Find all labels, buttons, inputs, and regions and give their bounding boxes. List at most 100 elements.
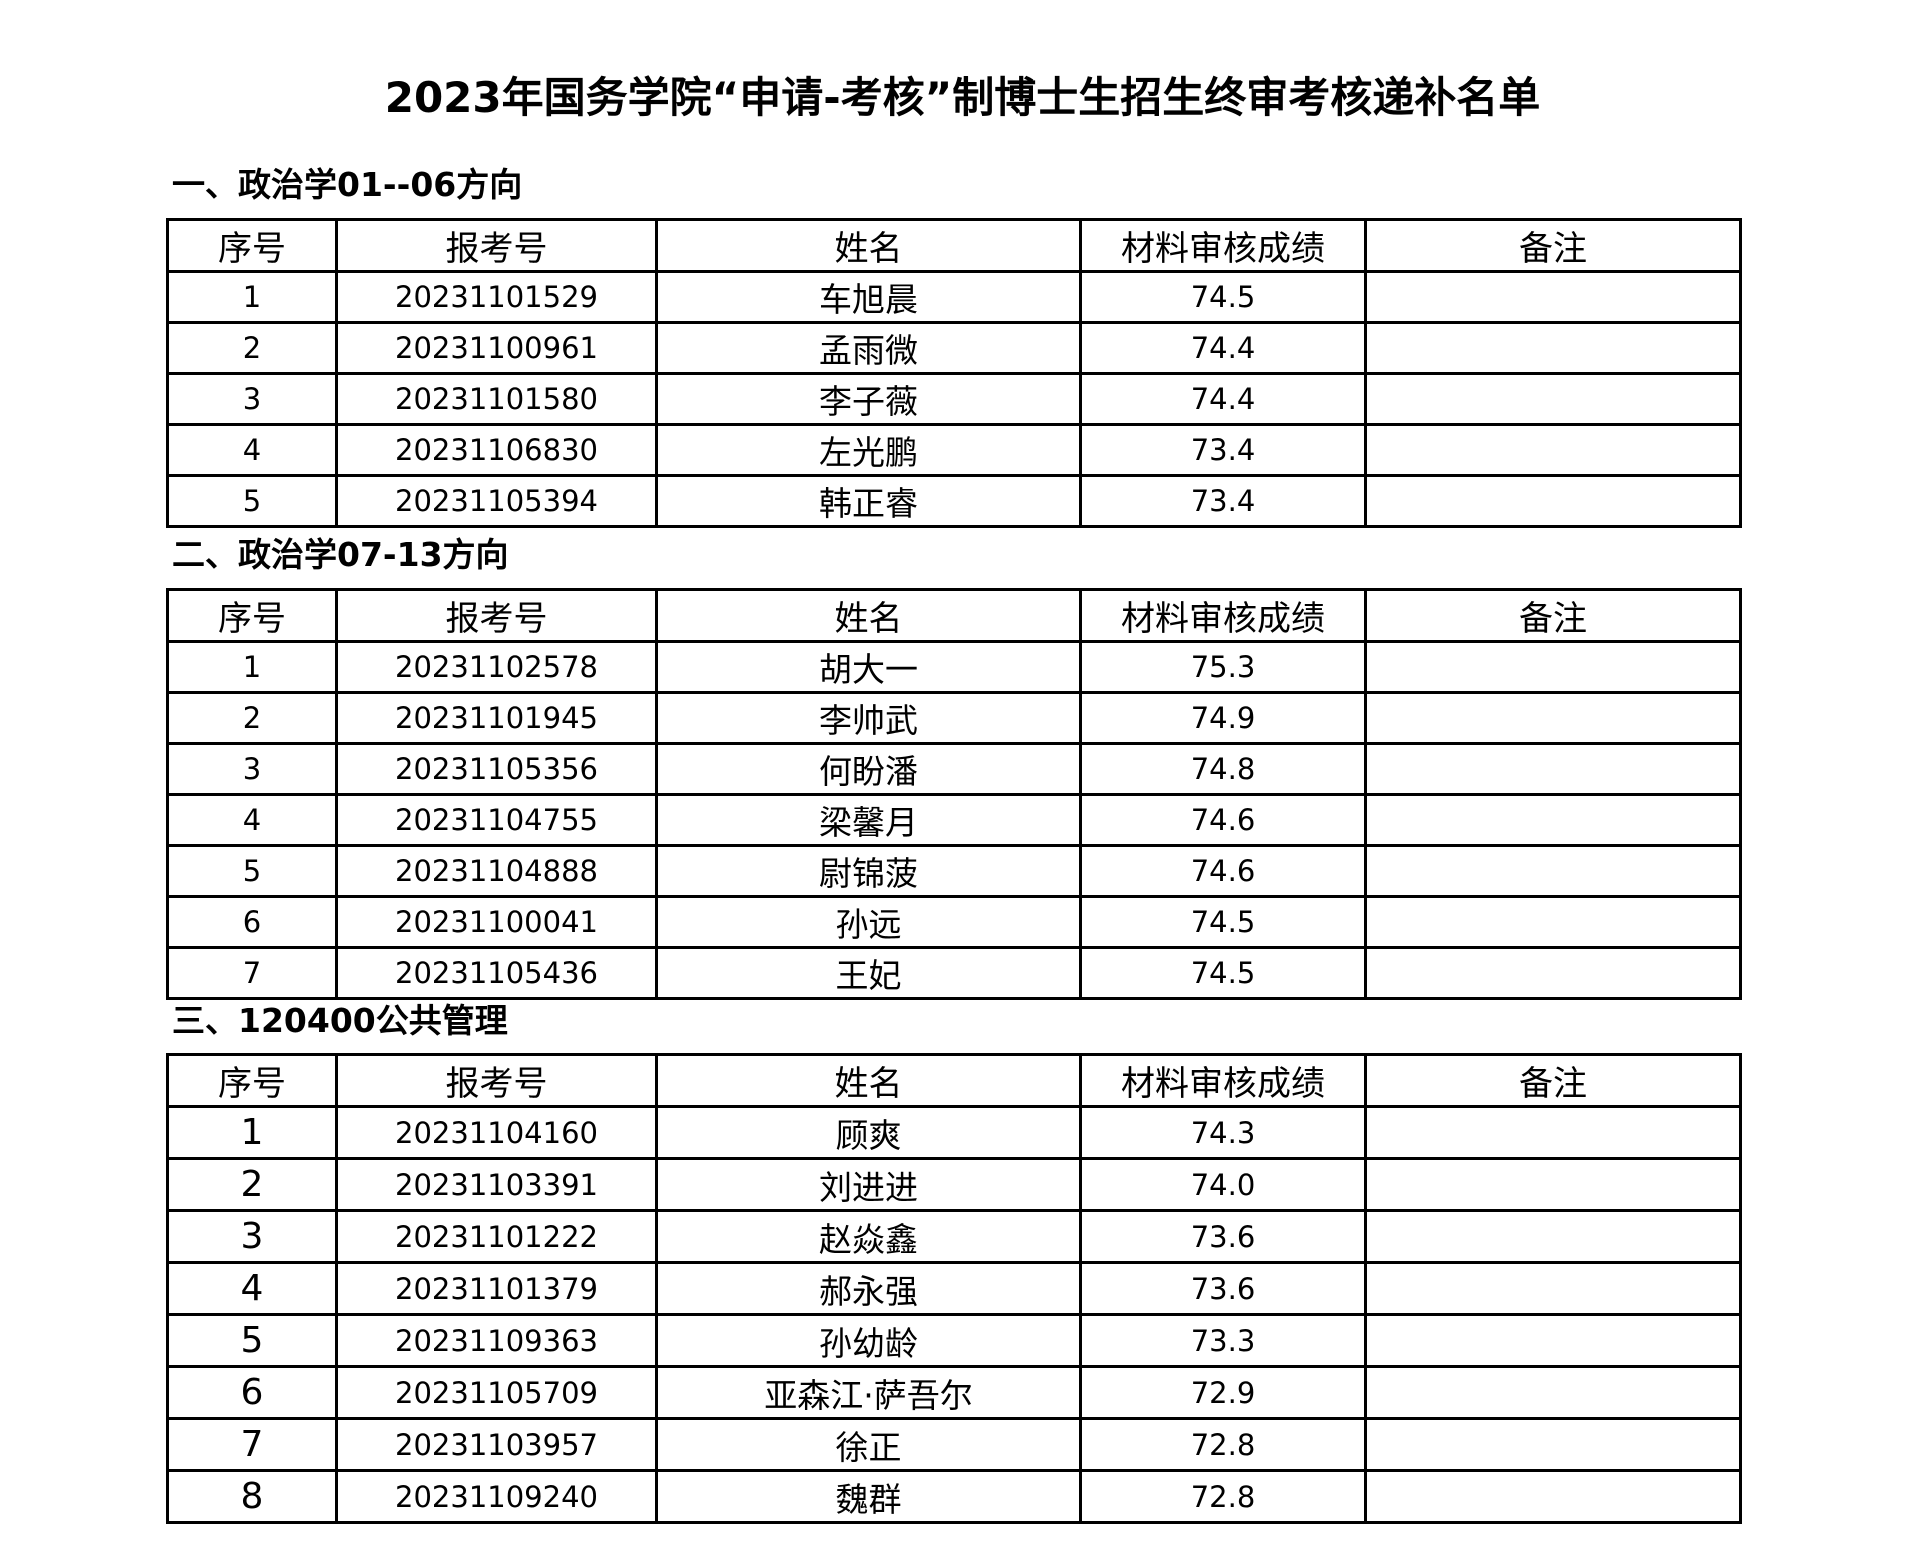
cell-exam-number: 20231101222 (335, 1209, 658, 1264)
table-row: 3 20231105356 何盼潘 74.8 (166, 742, 1742, 796)
cell-name: 孙幼龄 (655, 1313, 1082, 1368)
cell-seq: 1 (166, 640, 338, 694)
cell-remarks (1364, 742, 1742, 796)
cell-seq: 7 (166, 946, 338, 1000)
cell-remarks (1364, 1105, 1742, 1160)
cell-score: 74.6 (1079, 793, 1367, 847)
cell-seq: 1 (166, 270, 338, 324)
column-header-score: 材料审核成绩 (1079, 588, 1367, 643)
cell-remarks (1364, 946, 1742, 1000)
cell-score: 75.3 (1079, 640, 1367, 694)
cell-exam-number: 20231100961 (335, 321, 658, 375)
header-row: 序号 报考号 姓名 材料审核成绩 备注 (166, 218, 1742, 273)
cell-name: 李子薇 (655, 372, 1082, 426)
cell-seq: 1 (166, 1105, 338, 1160)
cell-seq: 8 (166, 1469, 338, 1524)
cell-name: 胡大一 (655, 640, 1082, 694)
cell-remarks (1364, 270, 1742, 324)
cell-name: 王妃 (655, 946, 1082, 1000)
cell-seq: 3 (166, 742, 338, 796)
table-row: 1 20231104160 顾爽 74.3 (166, 1105, 1742, 1160)
column-header-remarks: 备注 (1364, 218, 1742, 273)
column-header-remarks: 备注 (1364, 1053, 1742, 1108)
cell-remarks (1364, 423, 1742, 477)
cell-seq: 2 (166, 1157, 338, 1212)
cell-score: 73.4 (1079, 423, 1367, 477)
table-row: 4 20231104755 梁馨月 74.6 (166, 793, 1742, 847)
cell-remarks (1364, 793, 1742, 847)
cell-name: 梁馨月 (655, 793, 1082, 847)
cell-score: 72.8 (1079, 1417, 1367, 1472)
header-row: 序号 报考号 姓名 材料审核成绩 备注 (166, 588, 1742, 643)
cell-exam-number: 20231109240 (335, 1469, 658, 1524)
cell-exam-number: 20231104755 (335, 793, 658, 847)
cell-score: 74.5 (1079, 895, 1367, 949)
cell-remarks (1364, 1261, 1742, 1316)
cell-exam-number: 20231109363 (335, 1313, 658, 1368)
cell-score: 74.6 (1079, 844, 1367, 898)
cell-seq: 7 (166, 1417, 338, 1472)
table-row: 7 20231105436 王妃 74.5 (166, 946, 1742, 1000)
table-row: 3 20231101222 赵焱鑫 73.6 (166, 1209, 1742, 1264)
cell-name: 郝永强 (655, 1261, 1082, 1316)
table-row: 2 20231103391 刘进进 74.0 (166, 1157, 1742, 1212)
cell-score: 73.6 (1079, 1261, 1367, 1316)
cell-seq: 6 (166, 895, 338, 949)
cell-seq: 4 (166, 1261, 338, 1316)
cell-remarks (1364, 474, 1742, 528)
table-row: 4 20231101379 郝永强 73.6 (166, 1261, 1742, 1316)
cell-score: 72.8 (1079, 1469, 1367, 1524)
cell-score: 73.6 (1079, 1209, 1367, 1264)
cell-seq: 4 (166, 793, 338, 847)
cell-seq: 5 (166, 1313, 338, 1368)
cell-exam-number: 20231105436 (335, 946, 658, 1000)
header-row: 序号 报考号 姓名 材料审核成绩 备注 (166, 1053, 1742, 1108)
table-row: 5 20231104888 尉锦菠 74.6 (166, 844, 1742, 898)
table-row: 6 20231105709 亚森江·萨吾尔 72.9 (166, 1365, 1742, 1420)
cell-exam-number: 20231105709 (335, 1365, 658, 1420)
column-header-score: 材料审核成绩 (1079, 1053, 1367, 1108)
table-row: 2 20231100961 孟雨微 74.4 (166, 321, 1742, 375)
table-section-1: 序号 报考号 姓名 材料审核成绩 备注 1 20231101529 车旭晨 74.5 2 20231… (166, 218, 1742, 528)
cell-name: 何盼潘 (655, 742, 1082, 796)
column-header-seq: 序号 (166, 588, 338, 643)
cell-exam-number: 20231104160 (335, 1105, 658, 1160)
cell-remarks (1364, 691, 1742, 745)
cell-score: 74.4 (1079, 321, 1367, 375)
table-section-2: 序号 报考号 姓名 材料审核成绩 备注 1 20231102578 胡大一 75.3 2 20231… (166, 588, 1742, 1000)
cell-score: 74.8 (1079, 742, 1367, 796)
cell-seq: 5 (166, 474, 338, 528)
cell-name: 徐正 (655, 1417, 1082, 1472)
document-title: 2023年国务学院“申请-考核”制博士生招生终审考核递补名单 (384, 73, 1541, 122)
cell-exam-number: 20231101945 (335, 691, 658, 745)
cell-remarks (1364, 1417, 1742, 1472)
cell-name: 赵焱鑫 (655, 1209, 1082, 1264)
cell-name: 魏群 (655, 1469, 1082, 1524)
cell-remarks (1364, 1469, 1742, 1524)
column-header-seq: 序号 (166, 1053, 338, 1108)
cell-name: 顾爽 (655, 1105, 1082, 1160)
cell-remarks (1364, 1365, 1742, 1420)
cell-seq: 2 (166, 691, 338, 745)
cell-remarks (1364, 640, 1742, 694)
table-row: 7 20231103957 徐正 72.8 (166, 1417, 1742, 1472)
column-header-name: 姓名 (655, 588, 1082, 643)
cell-exam-number: 20231104888 (335, 844, 658, 898)
table-row: 2 20231101945 李帅武 74.9 (166, 691, 1742, 745)
cell-exam-number: 20231100041 (335, 895, 658, 949)
cell-name: 李帅武 (655, 691, 1082, 745)
cell-score: 74.0 (1079, 1157, 1367, 1212)
cell-seq: 4 (166, 423, 338, 477)
cell-score: 73.4 (1079, 474, 1367, 528)
cell-name: 韩正睿 (655, 474, 1082, 528)
cell-name: 刘进进 (655, 1157, 1082, 1212)
column-header-score: 材料审核成绩 (1079, 218, 1367, 273)
column-header-remarks: 备注 (1364, 588, 1742, 643)
cell-exam-number: 20231106830 (335, 423, 658, 477)
table-row: 4 20231106830 左光鹏 73.4 (166, 423, 1742, 477)
cell-exam-number: 20231102578 (335, 640, 658, 694)
cell-name: 左光鹏 (655, 423, 1082, 477)
table-row: 3 20231101580 李子薇 74.4 (166, 372, 1742, 426)
cell-seq: 3 (166, 372, 338, 426)
cell-remarks (1364, 844, 1742, 898)
